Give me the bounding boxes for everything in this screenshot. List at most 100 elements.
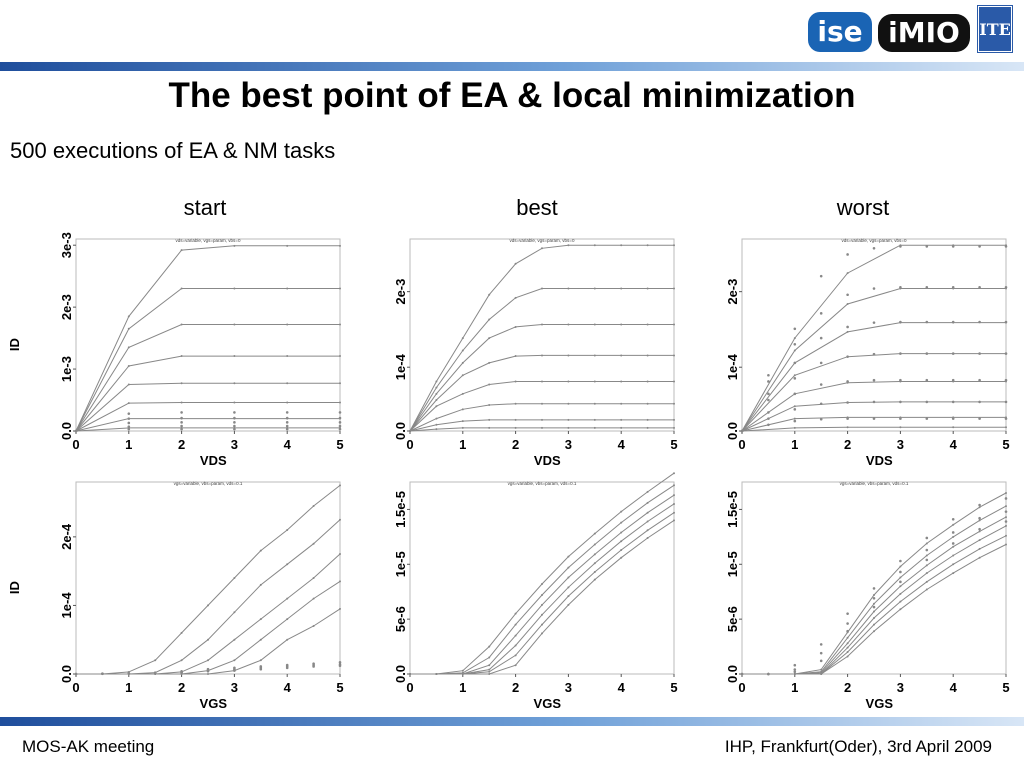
plot-frame	[741, 481, 1007, 675]
series-point	[127, 402, 130, 405]
x-tick-label: 5	[670, 680, 677, 695]
series-point	[233, 401, 236, 404]
series-line	[741, 426, 1006, 432]
plot-frame	[75, 238, 341, 432]
data-point	[285, 411, 289, 414]
best-transfer-chart: vgs=variable, vbs=param, vds=0.1 0 1 2 3 4 5 0.…	[393, 472, 678, 711]
data-point	[233, 424, 236, 428]
series-point	[646, 354, 649, 357]
series-point	[646, 287, 649, 290]
y-axis-label: ID	[7, 338, 22, 351]
x-tick-label: 2	[844, 437, 851, 452]
data-point	[872, 352, 876, 356]
data-point	[899, 378, 902, 382]
y-tick-label: 2e-4	[59, 523, 74, 550]
data-point	[872, 378, 876, 382]
data-point	[899, 245, 902, 248]
series-point	[514, 325, 517, 328]
x-tick-label: 4	[284, 437, 292, 452]
series-point	[488, 403, 491, 406]
data-point	[978, 286, 981, 289]
series-point	[925, 588, 928, 591]
data-point	[127, 412, 131, 415]
data-point	[127, 672, 131, 675]
data-point	[925, 400, 929, 404]
series-line	[741, 401, 1006, 432]
data-point	[951, 320, 955, 324]
series-point	[620, 287, 623, 290]
data-point	[899, 320, 902, 324]
series-line	[75, 402, 340, 432]
data-point	[101, 672, 104, 676]
series-point	[233, 382, 236, 385]
data-point	[819, 336, 823, 340]
series-line	[75, 418, 340, 432]
data-point	[1004, 245, 1008, 248]
series-point	[461, 420, 464, 423]
series-point	[620, 244, 623, 247]
data-point	[180, 411, 183, 414]
data-point	[846, 417, 849, 420]
series-point	[567, 603, 570, 606]
x-tick-label: 0	[72, 437, 79, 452]
series-point	[514, 664, 517, 667]
series-point	[567, 402, 570, 405]
y-tick-label: 5e-6	[393, 606, 408, 632]
data-point	[233, 427, 236, 431]
y-tick-label: 2e-3	[59, 294, 74, 320]
data-point	[951, 245, 955, 248]
x-axis-label: VDS	[200, 453, 227, 468]
series-point	[461, 374, 464, 377]
series-point	[846, 646, 849, 649]
series-point	[339, 323, 341, 326]
series-point	[593, 543, 596, 546]
series-point	[514, 654, 517, 657]
x-tick-label: 3	[231, 680, 238, 695]
series-point	[286, 382, 289, 385]
data-point	[978, 516, 981, 520]
series-point	[978, 539, 981, 542]
data-point	[846, 612, 849, 615]
x-tick-label: 1	[459, 437, 466, 452]
plot-frame	[741, 238, 1007, 432]
data-point	[180, 427, 183, 431]
x-tick-label: 0	[738, 680, 745, 695]
series-point	[673, 472, 675, 475]
series-point	[646, 323, 649, 326]
series-point	[488, 656, 491, 659]
data-point	[793, 342, 797, 346]
series-point	[233, 577, 236, 579]
series-point	[846, 651, 849, 654]
series-point	[567, 244, 570, 247]
series-line	[76, 485, 341, 675]
data-point	[846, 325, 849, 329]
data-point	[285, 421, 289, 424]
series-point	[488, 645, 491, 648]
data-point	[925, 286, 929, 289]
x-axis-label: VGS	[534, 696, 562, 711]
series-point	[620, 418, 623, 421]
footer-venue-date: IHP, Frankfurt(Oder), 3rd April 2009	[724, 737, 992, 756]
data-point	[793, 663, 797, 667]
data-point	[338, 411, 342, 414]
y-tick-label: 1e-5	[725, 551, 740, 577]
series-line	[75, 382, 340, 432]
data-point	[767, 423, 770, 427]
series-point	[593, 426, 596, 429]
header-accent-bar	[0, 62, 1024, 71]
series-point	[180, 323, 183, 326]
y-tick-label: 0.0	[725, 422, 740, 440]
data-point	[285, 424, 289, 428]
series-point	[593, 402, 596, 405]
data-point	[819, 383, 823, 386]
series-point	[435, 380, 438, 383]
x-tick-label: 5	[670, 437, 677, 452]
series-point	[312, 625, 315, 627]
series-point	[1005, 491, 1007, 494]
series-point	[925, 542, 928, 545]
series-point	[514, 612, 517, 615]
series-point	[488, 318, 491, 321]
series-point	[233, 287, 236, 290]
x-axis-label: VDS	[866, 453, 893, 468]
data-point	[925, 245, 929, 248]
